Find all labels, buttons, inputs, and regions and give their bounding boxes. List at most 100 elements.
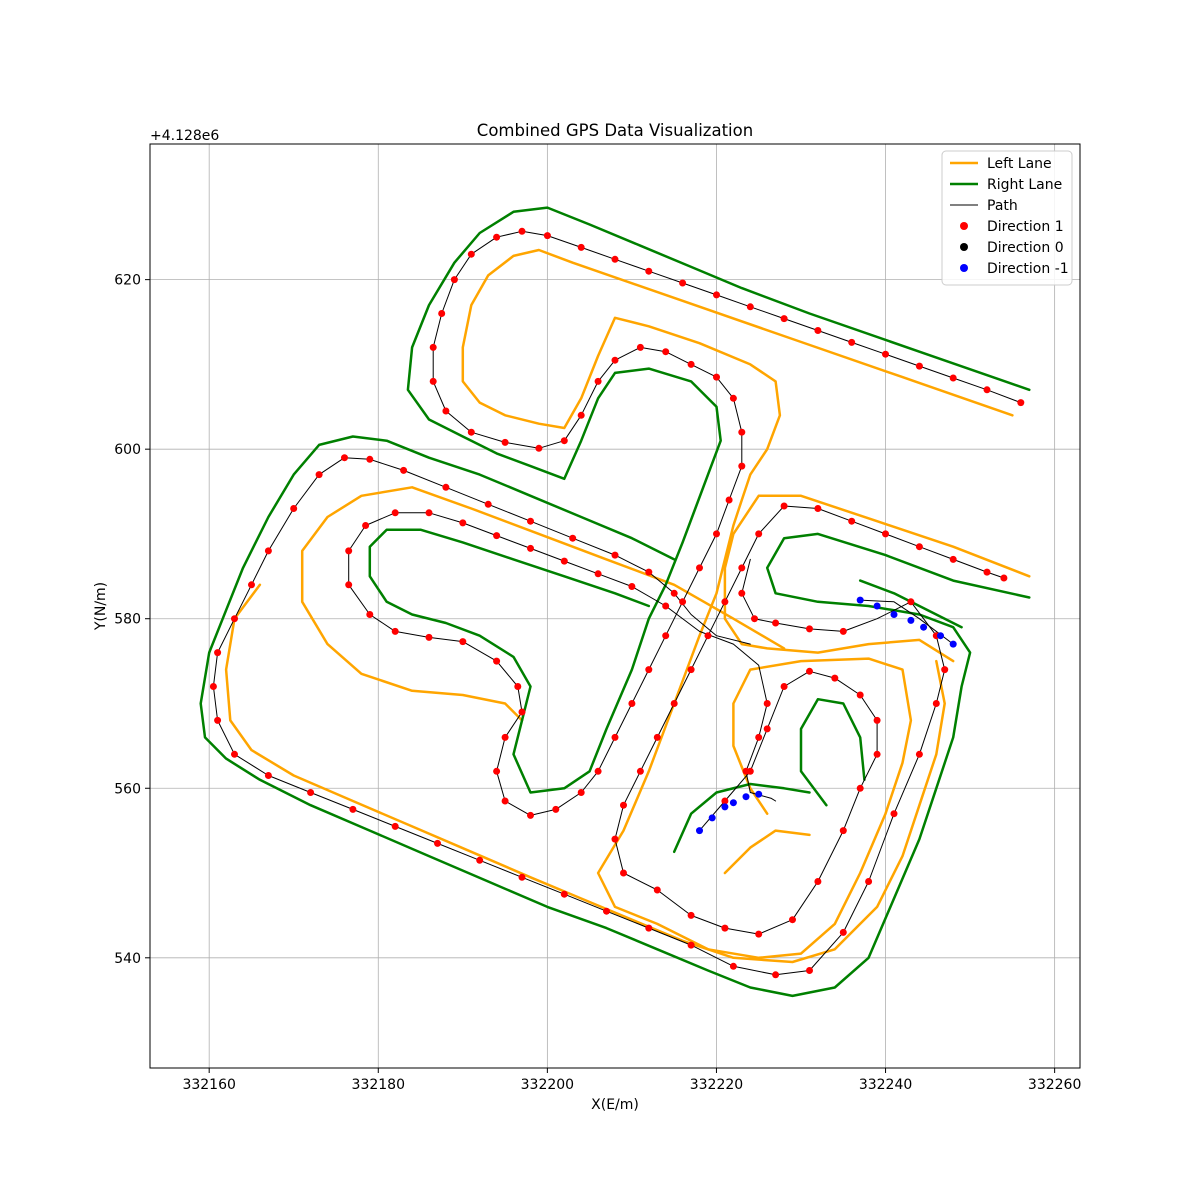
direction-1-point [349,805,357,813]
direction-1-point [577,411,585,419]
legend: Left Lane Right Lane Path Direction 1 Direct… [941,150,1073,286]
right-lane-line [368,206,1031,794]
direction-1-point [476,856,484,864]
direction-1-point [527,544,534,552]
direction-1-point [450,276,458,284]
x-axis-label: X(E/m) [591,1097,639,1113]
direction-1-point [645,924,653,932]
right-lane-line [672,782,811,854]
y-tick-label: 580 [114,612,141,628]
direction-1-point [1000,574,1008,582]
direction-1-point [848,517,856,525]
legend-marker-direction-0 [960,243,968,251]
direction-1-point [366,455,374,463]
direction-1-point [814,878,822,885]
direction-1-point [729,394,737,402]
direction-neg1-point [696,827,703,835]
direction-1-point [493,233,501,241]
direction-neg1-point [949,640,957,648]
direction-1-point [662,602,670,610]
y-axis-label: Y(N/m) [93,582,109,631]
direction-1-point [264,772,272,779]
direction-1-point [679,279,687,287]
y-tick-label: 620 [114,273,141,289]
direction-1-point [653,886,661,894]
direction-1-point [738,589,746,597]
direction-1-point [628,583,636,590]
direction-neg1-point [907,616,915,624]
direction-neg1-point [729,799,737,807]
direction-1-point [209,683,217,690]
direction-1-point [442,407,450,415]
direction-1-point [645,568,653,576]
direction-1-point [865,878,873,885]
direction-neg1-point [742,793,750,801]
direction-1-point [831,674,839,682]
direction-1-point [264,547,272,555]
x-tick-label: 332220 [690,1077,743,1093]
direction-1-point [983,568,991,576]
direction-1-point [721,598,729,606]
legend-marker-direction-1 [960,264,968,272]
axes-frame [149,143,1081,1069]
direction-1-point [391,509,399,517]
direction-1-point [670,589,678,597]
legend-label-direction-1: Direction -1 [987,261,1069,277]
direction-1-point [763,700,771,707]
direction-1-point [704,632,712,640]
direction-1-point [611,356,619,364]
direction-1-point [636,767,644,775]
direction-1-point [713,373,720,381]
direction-1-point [772,619,780,627]
direction-1-point [873,750,881,758]
direction-1-point [459,519,467,527]
direction-1-point [653,733,661,741]
direction-1-point [839,928,847,936]
x-tick-label: 332200 [521,1077,574,1093]
direction-1-point [882,530,889,538]
direction-1-point [856,691,864,699]
direction-1-point [806,967,813,974]
direction-1-point [425,633,433,641]
legend-label-direction-0: Direction 0 [987,240,1064,256]
direction-1-point [679,598,687,606]
direction-1-point [594,570,602,578]
direction-1-point [890,810,898,818]
direction-1-point [907,598,915,606]
direction-1-point [645,666,653,674]
direction-1-point [442,483,450,491]
direction-1-point [341,454,348,462]
direction-neg1-point [856,596,864,604]
direction-1-point [628,700,636,707]
direction-1-point [307,789,315,796]
direction-1-point [214,716,222,724]
direction-1-point [729,962,737,970]
direction-1-point [438,310,446,317]
legend-label-path: Path [987,198,1018,214]
direction-1-point [391,627,399,635]
left-lane-line [723,494,1031,663]
plot-area [199,206,1031,998]
direction-neg1-point [890,611,898,618]
right-lane-line [799,697,866,807]
direction-1-point [231,750,238,758]
direction-neg1-point [920,623,928,631]
y-tick-label: 560 [114,781,141,797]
grid-lines [150,144,1080,1068]
direction-1-point [839,627,847,635]
direction-1-point [569,534,577,542]
direction-1-point [755,733,763,741]
direction-1-point [949,555,957,563]
direction-1-point [518,708,526,716]
legend-label-left-lane: Left Lane [987,156,1052,172]
direction-1-point [721,797,729,805]
x-tick-label: 332160 [182,1077,235,1093]
direction-1-point [780,683,788,690]
direction-1-point [603,907,610,915]
direction-1-point [763,725,771,733]
direction-1-point [366,611,374,618]
x-tick-label: 332180 [352,1077,405,1093]
direction-1-point [873,716,881,724]
direction-1-point [1017,399,1025,407]
